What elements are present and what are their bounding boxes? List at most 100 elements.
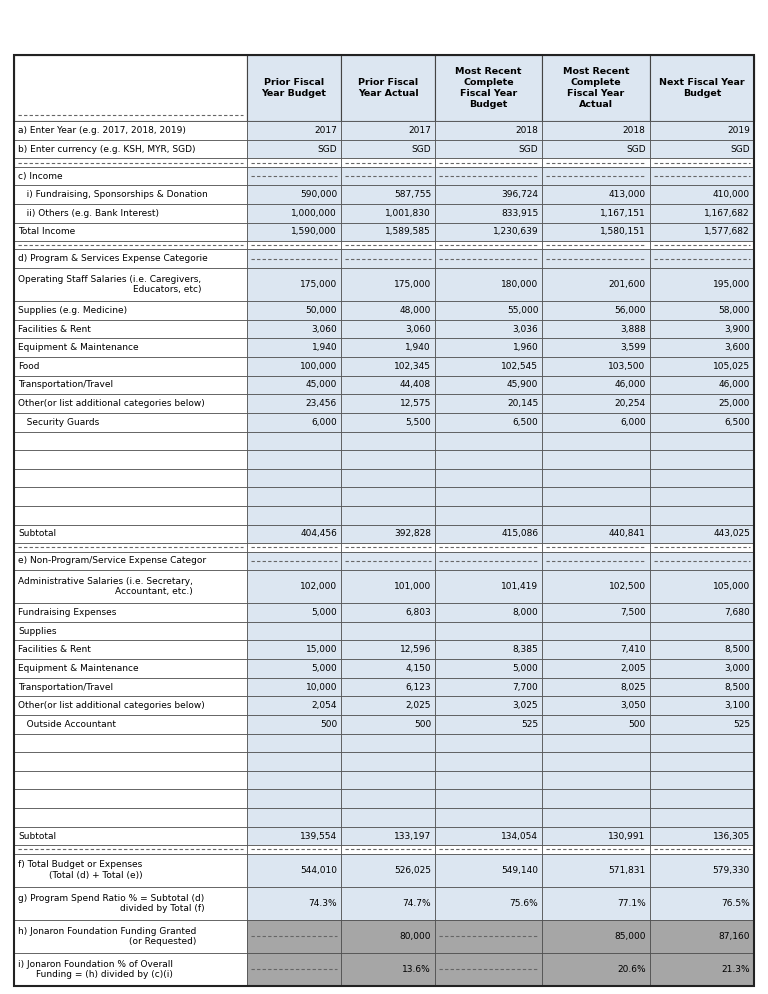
Bar	[247, 845, 341, 854]
Text: 15,000: 15,000	[306, 645, 337, 654]
Bar	[247, 204, 341, 223]
Text: 7,500: 7,500	[620, 608, 646, 617]
Bar	[435, 808, 542, 827]
Bar	[435, 204, 542, 223]
Bar	[542, 525, 650, 544]
Bar	[650, 770, 754, 789]
Text: SGD: SGD	[518, 145, 538, 154]
Bar	[435, 357, 542, 376]
Bar	[650, 571, 754, 603]
Text: Supplies (e.g. Medicine): Supplies (e.g. Medicine)	[18, 306, 127, 315]
Text: ii) Others (e.g. Bank Interest): ii) Others (e.g. Bank Interest)	[18, 209, 159, 218]
Text: 396,724: 396,724	[502, 190, 538, 199]
Text: Subtotal: Subtotal	[18, 832, 56, 841]
Text: 46,000: 46,000	[719, 381, 750, 390]
Text: 6,803: 6,803	[406, 608, 431, 617]
Text: 77.1%: 77.1%	[617, 899, 646, 908]
Bar	[247, 715, 341, 734]
Text: 134,054: 134,054	[502, 832, 538, 841]
Bar	[435, 320, 542, 338]
Bar	[435, 223, 542, 242]
Bar	[435, 525, 542, 544]
Text: Subtotal: Subtotal	[18, 530, 56, 539]
Bar	[247, 919, 341, 953]
Bar	[14, 185, 247, 204]
Bar	[341, 223, 435, 242]
Bar	[14, 301, 247, 320]
Bar	[341, 854, 435, 887]
Bar	[14, 953, 247, 986]
Bar	[542, 789, 650, 808]
Text: 3,100: 3,100	[724, 701, 750, 710]
Bar	[542, 544, 650, 552]
Text: 80,000: 80,000	[399, 931, 431, 941]
Bar	[14, 506, 247, 525]
Bar	[341, 845, 435, 854]
Text: 833,915: 833,915	[501, 209, 538, 218]
Text: 102,545: 102,545	[502, 362, 538, 371]
Bar	[650, 544, 754, 552]
Text: 1,577,682: 1,577,682	[704, 228, 750, 237]
Bar	[341, 249, 435, 268]
Text: b) Enter currency (e.g. KSH, MYR, SGD): b) Enter currency (e.g. KSH, MYR, SGD)	[18, 145, 196, 154]
Bar	[14, 320, 247, 338]
Bar	[650, 338, 754, 357]
Bar	[542, 413, 650, 431]
Bar	[650, 242, 754, 249]
Text: 2018: 2018	[515, 126, 538, 135]
Bar	[247, 185, 341, 204]
Text: 1,230,639: 1,230,639	[493, 228, 538, 237]
Bar	[435, 854, 542, 887]
Bar	[14, 808, 247, 827]
Bar	[435, 770, 542, 789]
Bar	[14, 919, 247, 953]
Text: 7,680: 7,680	[724, 608, 750, 617]
Bar	[247, 413, 341, 431]
Bar	[435, 506, 542, 525]
Text: 2,005: 2,005	[620, 664, 646, 673]
Bar	[650, 357, 754, 376]
Text: 2017: 2017	[408, 126, 431, 135]
Bar	[542, 845, 650, 854]
Text: 6,000: 6,000	[311, 417, 337, 426]
Bar	[435, 268, 542, 301]
Bar	[247, 789, 341, 808]
Text: 2,025: 2,025	[406, 701, 431, 710]
Text: i) Jonaron Foundation % of Overall
Funding = (h) divided by (c)(i): i) Jonaron Foundation % of Overall Fundi…	[18, 960, 173, 979]
Bar	[341, 395, 435, 413]
Text: Other(or list additional categories below): Other(or list additional categories belo…	[18, 701, 205, 710]
Bar	[650, 506, 754, 525]
Text: 100,000: 100,000	[300, 362, 337, 371]
Bar	[542, 678, 650, 697]
Text: 10,000: 10,000	[306, 683, 337, 692]
Text: Transportation/Travel: Transportation/Travel	[18, 683, 113, 692]
Bar	[435, 678, 542, 697]
Bar	[14, 140, 247, 158]
Text: 6,500: 6,500	[724, 417, 750, 426]
Text: 3,599: 3,599	[620, 343, 646, 352]
Text: 45,900: 45,900	[507, 381, 538, 390]
Text: Most Recent
Complete
Fiscal Year
Budget: Most Recent Complete Fiscal Year Budget	[455, 67, 522, 109]
Text: 3,036: 3,036	[512, 325, 538, 334]
Bar	[650, 395, 754, 413]
Text: 25,000: 25,000	[719, 400, 750, 409]
Bar	[650, 431, 754, 450]
Text: 20,145: 20,145	[507, 400, 538, 409]
Bar	[247, 121, 341, 140]
Text: 1,960: 1,960	[512, 343, 538, 352]
Text: 544,010: 544,010	[300, 866, 337, 875]
Text: SGD: SGD	[730, 145, 750, 154]
Bar	[650, 715, 754, 734]
Bar	[542, 734, 650, 752]
Bar	[542, 395, 650, 413]
Bar	[650, 223, 754, 242]
Bar	[247, 854, 341, 887]
Bar	[542, 249, 650, 268]
Text: Total Income: Total Income	[18, 228, 75, 237]
Bar	[542, 808, 650, 827]
Text: 58,000: 58,000	[719, 306, 750, 315]
Text: Administrative Salaries (i.e. Secretary,
Accountant, etc.): Administrative Salaries (i.e. Secretary,…	[18, 577, 193, 596]
Bar	[435, 413, 542, 431]
Text: 404,456: 404,456	[300, 530, 337, 539]
Bar	[435, 242, 542, 249]
